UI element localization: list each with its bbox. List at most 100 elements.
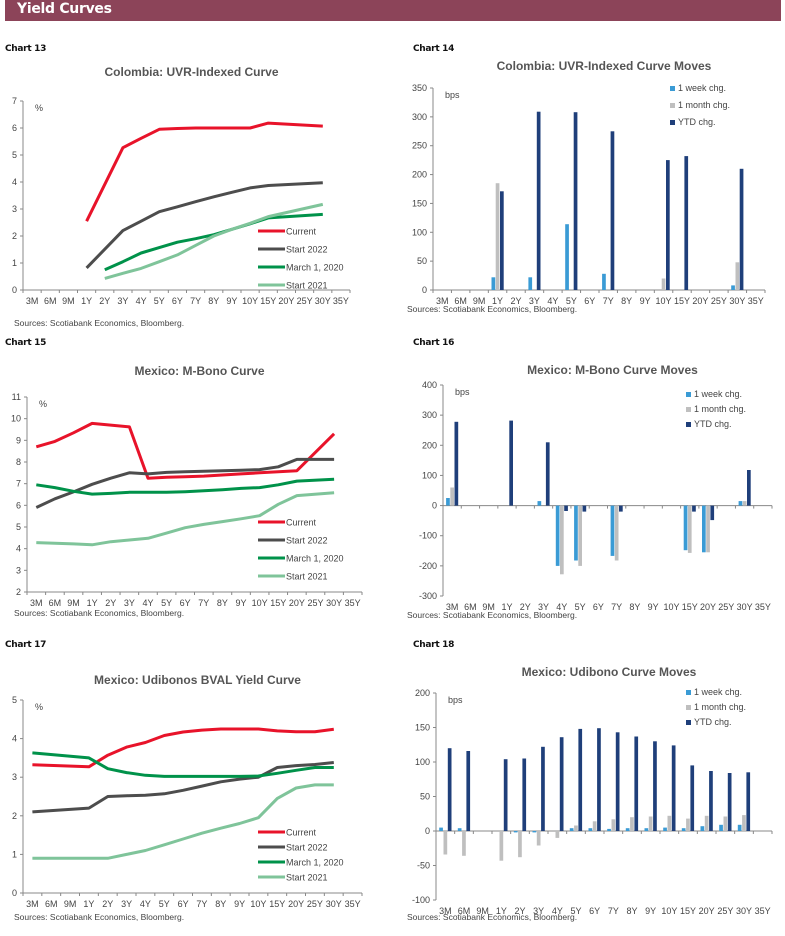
- bar-ytd-chg-5y: [578, 728, 583, 831]
- x-tick-label: 35Y: [755, 602, 771, 612]
- bar-ytd-chg-3y: [536, 111, 541, 290]
- series-line-march-1-2020: [32, 751, 334, 778]
- series-line-start-2022: [32, 761, 334, 814]
- chart-title: Mexico: Udibonos BVAL Yield Curve: [94, 673, 301, 687]
- chart-16-label: Chart 16: [413, 338, 455, 348]
- bar-ytd-chg-30y: [739, 168, 744, 290]
- bar-1-month-chg-1y: [499, 831, 504, 861]
- x-tick-label: 10Y: [663, 602, 679, 612]
- bar-1-week-chg-7y: [607, 828, 611, 831]
- x-tick-label: 30Y: [729, 296, 745, 306]
- series-line-current: [85, 121, 323, 222]
- bar-1-month-chg-5y: [574, 825, 578, 831]
- x-tick-label: 10Y: [250, 899, 266, 909]
- bar-1-week-chg-4y: [555, 505, 560, 566]
- bar-1-month-chg-4y: [555, 831, 560, 838]
- bar-ytd-chg-6m: [466, 751, 471, 831]
- legend-label-current: Current: [286, 227, 317, 237]
- legend-label-start-2021: Start 2021: [286, 873, 328, 883]
- legend-swatch-1-month-chg: [686, 705, 691, 710]
- bar-ytd-chg-3m: [454, 421, 459, 506]
- x-tick-label: 2Y: [105, 598, 116, 608]
- chart-14-panel: Colombia: UVR-Indexed Curve Moves 0 50 100 1…: [393, 56, 785, 331]
- bar-1-month-chg-10y: [667, 815, 672, 831]
- x-tick-label: 25Y: [307, 899, 323, 909]
- x-tick-label: 7Y: [608, 906, 619, 916]
- chart-title: Mexico: M-Bono Curve Moves: [527, 363, 698, 377]
- source-note: Sources: Scotiabank Economics, Bloomberg…: [407, 610, 577, 620]
- x-tick-label: 3Y: [538, 602, 549, 612]
- x-tick-label: 1Y: [492, 296, 503, 306]
- x-tick-label: 7Y: [198, 598, 209, 608]
- x-tick-label: 6M: [44, 296, 57, 306]
- x-tick-label: 5Y: [159, 899, 170, 909]
- x-tick-label: 9M: [476, 906, 489, 916]
- x-tick-label: 20Y: [288, 899, 304, 909]
- x-tick-label: 5Y: [566, 296, 577, 306]
- y-tick-label: 7: [16, 479, 21, 489]
- unit-label: bps: [455, 387, 470, 397]
- x-tick-label: 30Y: [737, 602, 753, 612]
- x-tick-label: 10Y: [242, 296, 258, 306]
- x-tick-label: 9M: [482, 602, 495, 612]
- x-tick-label: 15Y: [270, 598, 286, 608]
- x-tick-label: 15Y: [680, 906, 696, 916]
- bar-ytd-chg-1y: [503, 759, 508, 831]
- y-tick-label: 200: [412, 170, 427, 180]
- bar-1-week-chg-3y: [528, 277, 533, 290]
- series-line-current: [32, 727, 334, 769]
- legend-label-march-1-2020: March 1, 2020: [286, 554, 344, 564]
- chart-16-panel: Mexico: M-Bono Curve Moves -300 -200 -100 0 1…: [393, 352, 785, 627]
- x-tick-label: 8Y: [217, 598, 228, 608]
- x-tick-label: 10Y: [252, 598, 268, 608]
- bar-ytd-chg-3y: [545, 442, 550, 506]
- x-tick-label: 9Y: [645, 906, 656, 916]
- x-tick-label: 15Y: [269, 899, 285, 909]
- x-tick-label: 30Y: [326, 899, 342, 909]
- bar-ytd-chg-10y: [666, 160, 670, 290]
- legend-label-1-month-chg: 1 month chg.: [678, 100, 730, 110]
- x-tick-label: 15Y: [674, 296, 690, 306]
- bar-1-week-chg-30y: [731, 285, 735, 290]
- legend-swatch-1-month-chg: [670, 103, 675, 108]
- x-tick-label: 1Y: [87, 598, 98, 608]
- bar-ytd-chg-30y: [747, 470, 751, 506]
- bar-1-week-chg-20y: [700, 826, 705, 831]
- bar-1-month-chg-10y: [661, 278, 666, 290]
- y-tick-label: -100: [412, 895, 430, 905]
- x-tick-label: 25Y: [307, 598, 323, 608]
- x-tick-label: 2Y: [510, 296, 521, 306]
- y-tick-label: 400: [422, 380, 437, 390]
- bar-ytd-chg-5y: [573, 112, 578, 290]
- y-tick-label: 150: [415, 723, 430, 733]
- x-tick-label: 35Y: [333, 296, 349, 306]
- unit-label: %: [39, 399, 47, 409]
- chart13-svg: Colombia: UVR-Indexed Curve 0 1 2 3 4 5 6 7% 3M 6M…: [12, 65, 351, 328]
- y-tick-label: 6: [16, 500, 21, 510]
- x-tick-label: 35Y: [345, 598, 361, 608]
- chart-17-label: Chart 17: [5, 640, 47, 650]
- y-tick-label: 0: [12, 888, 17, 898]
- y-tick-label: 4: [12, 734, 17, 744]
- chart-title: Mexico: Udibono Curve Moves: [522, 665, 697, 679]
- bar-1-week-chg-30y: [737, 824, 742, 831]
- y-tick-label: 8: [16, 457, 21, 467]
- x-tick-label: 6Y: [180, 598, 191, 608]
- y-tick-label: 5: [12, 150, 17, 160]
- y-tick-label: 0: [425, 826, 430, 836]
- bar-1-week-chg-30y: [738, 501, 743, 506]
- legend-swatch-1-week-chg: [686, 690, 691, 695]
- x-tick-label: 6Y: [593, 602, 604, 612]
- bar-ytd-chg-10y: [671, 745, 676, 831]
- series-line-march-1-2020: [36, 477, 335, 496]
- x-tick-label: 5Y: [575, 602, 586, 612]
- bar-ytd-chg-1y: [509, 420, 513, 506]
- x-tick-label: 7Y: [190, 296, 201, 306]
- x-tick-label: 2Y: [520, 602, 531, 612]
- bar-ytd-chg-25y: [727, 773, 732, 831]
- x-tick-label: 8Y: [629, 602, 640, 612]
- bar-1-month-chg-6y: [592, 821, 597, 831]
- y-tick-label: 200: [415, 688, 430, 698]
- bar-1-month-chg-3m: [450, 487, 454, 506]
- bar-1-week-chg-10y: [663, 827, 667, 831]
